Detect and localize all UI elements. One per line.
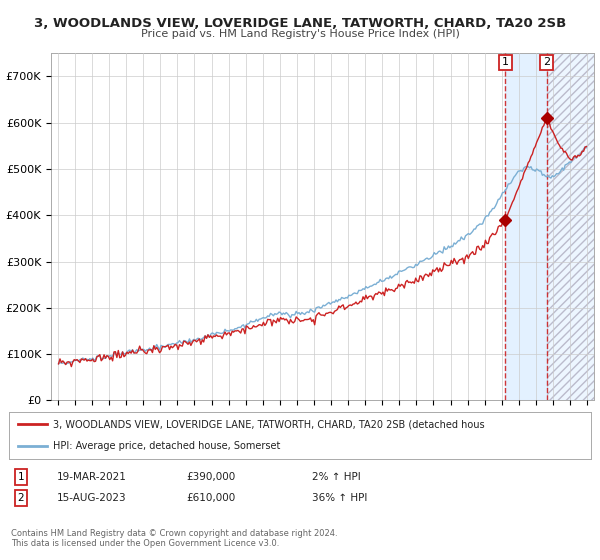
Text: 36% ↑ HPI: 36% ↑ HPI [312, 493, 367, 503]
Text: This data is licensed under the Open Government Licence v3.0.: This data is licensed under the Open Gov… [11, 539, 279, 548]
Text: 19-MAR-2021: 19-MAR-2021 [57, 472, 127, 482]
Text: 2: 2 [543, 58, 550, 67]
Text: Price paid vs. HM Land Registry's House Price Index (HPI): Price paid vs. HM Land Registry's House … [140, 29, 460, 39]
Text: HPI: Average price, detached house, Somerset: HPI: Average price, detached house, Some… [53, 441, 280, 451]
Text: £390,000: £390,000 [186, 472, 235, 482]
Text: 2: 2 [17, 493, 25, 503]
Text: Contains HM Land Registry data © Crown copyright and database right 2024.: Contains HM Land Registry data © Crown c… [11, 529, 337, 538]
Text: 15-AUG-2023: 15-AUG-2023 [57, 493, 127, 503]
Bar [547, 53, 594, 400]
Bar [547, 53, 594, 400]
Text: 2% ↑ HPI: 2% ↑ HPI [312, 472, 361, 482]
Bar [505, 53, 547, 400]
Text: 1: 1 [502, 58, 509, 67]
Text: 3, WOODLANDS VIEW, LOVERIDGE LANE, TATWORTH, CHARD, TA20 2SB: 3, WOODLANDS VIEW, LOVERIDGE LANE, TATWO… [34, 17, 566, 30]
Text: 1: 1 [17, 472, 25, 482]
Text: 3, WOODLANDS VIEW, LOVERIDGE LANE, TATWORTH, CHARD, TA20 2SB (detached hous: 3, WOODLANDS VIEW, LOVERIDGE LANE, TATWO… [53, 419, 484, 430]
Text: £610,000: £610,000 [186, 493, 235, 503]
